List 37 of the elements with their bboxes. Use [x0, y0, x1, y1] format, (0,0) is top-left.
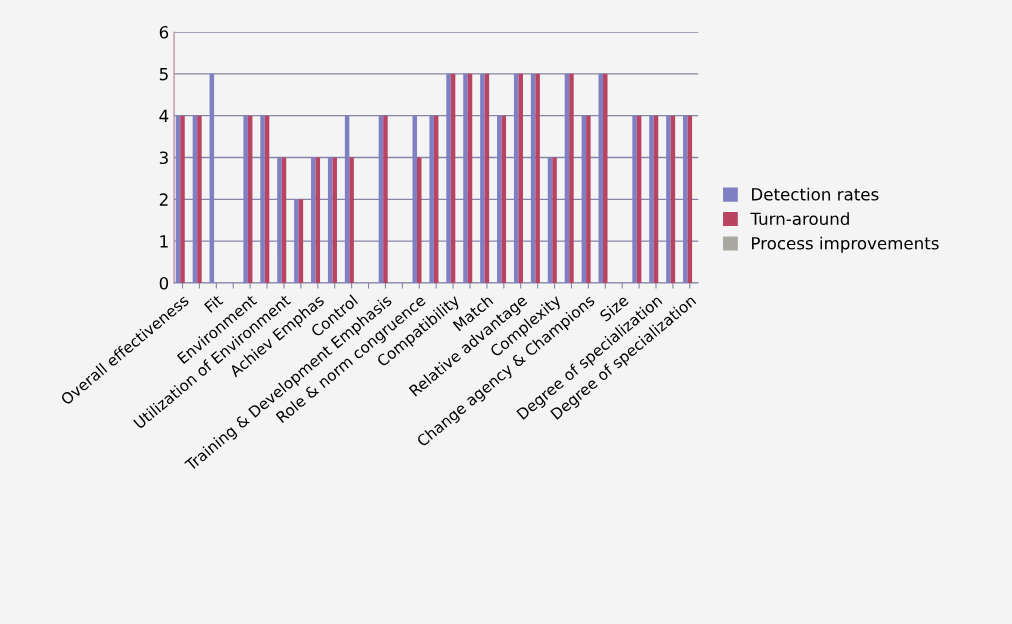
bar — [412, 115, 418, 283]
bar — [632, 115, 637, 283]
bar — [463, 73, 468, 283]
legend-label: Process improvements — [752, 236, 939, 253]
bar — [480, 73, 485, 283]
bar — [294, 199, 299, 283]
y-tick-label: 1 — [160, 235, 168, 248]
bar — [683, 115, 688, 283]
y-tick-label: 5 — [159, 68, 168, 81]
bar — [552, 157, 557, 283]
y-tick-label: 3 — [159, 151, 168, 165]
y-tick-label: 6 — [159, 25, 169, 39]
bar — [180, 115, 185, 283]
bar — [417, 157, 422, 283]
bar — [243, 115, 248, 283]
bar — [197, 115, 202, 283]
bar — [429, 115, 434, 283]
y-tick-label: 0 — [159, 276, 169, 290]
bar — [311, 157, 316, 283]
bar — [446, 73, 451, 283]
bar — [383, 115, 388, 283]
bar — [535, 73, 540, 283]
bar — [666, 115, 671, 283]
bar — [349, 157, 354, 283]
y-tick-label: 4 — [159, 109, 169, 122]
bar — [332, 157, 337, 283]
bar — [518, 73, 523, 283]
bar — [497, 115, 502, 283]
bar — [277, 157, 282, 283]
y-tick-label: 2 — [159, 193, 168, 206]
bar — [569, 73, 574, 283]
legend-label: Turn-around — [750, 212, 849, 226]
bar — [603, 73, 608, 283]
legend-label: Detection rates — [752, 187, 879, 201]
bar — [586, 115, 591, 283]
bar — [649, 115, 654, 283]
bar — [260, 115, 265, 283]
